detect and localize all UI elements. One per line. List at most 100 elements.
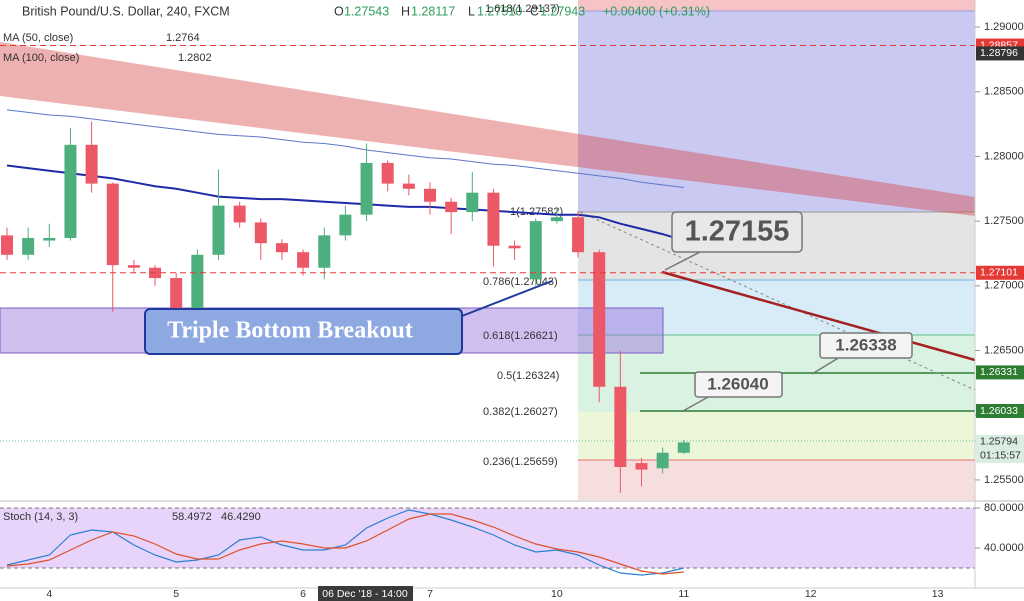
candle-body bbox=[572, 217, 585, 253]
candle-body bbox=[85, 144, 98, 184]
price-tag-label: 1.25794 bbox=[980, 436, 1018, 448]
candle-body bbox=[677, 442, 690, 453]
candle-body bbox=[275, 243, 288, 253]
stoch-legend-value: 58.4972 bbox=[172, 511, 212, 523]
y-tick-label: 1.28000 bbox=[984, 150, 1024, 162]
candle-body bbox=[339, 214, 352, 236]
callout-text: Triple Bottom Breakout bbox=[167, 318, 413, 344]
fib-label: 0.5(1.26324) bbox=[497, 370, 559, 382]
candle-body bbox=[402, 183, 415, 189]
change: +0.00400 (+0.31%) bbox=[603, 4, 710, 18]
ohlc-key: C bbox=[530, 4, 539, 18]
candle-body bbox=[593, 252, 606, 387]
y-tick-label: 1.27500 bbox=[984, 215, 1024, 227]
x-tick-label: 5 bbox=[173, 588, 179, 600]
fib-label: 0.382(1.26027) bbox=[483, 406, 558, 418]
ma-legend-value: 1.2802 bbox=[178, 52, 212, 64]
callout-pointer bbox=[664, 251, 701, 271]
symbol-title: British Pound/U.S. Dollar, 240, FXCM bbox=[22, 4, 230, 18]
ohlc-value: 1.27943 bbox=[540, 4, 585, 18]
time-tag bbox=[318, 586, 413, 601]
callout-box bbox=[144, 308, 463, 355]
fib-label: 0.786(1.27043) bbox=[483, 276, 558, 288]
candle-body bbox=[614, 386, 627, 468]
candle-body bbox=[43, 237, 56, 241]
ma-legend: MA (50, close) bbox=[3, 32, 73, 44]
stoch-legend-value: 46.4290 bbox=[221, 511, 261, 523]
callout-pointer bbox=[811, 356, 841, 375]
candle-body bbox=[106, 183, 119, 266]
ohlc-value: 1.27510 bbox=[477, 4, 522, 18]
price-tag bbox=[976, 365, 1024, 380]
x-tick-label: 10 bbox=[551, 588, 563, 600]
price-tag-label: 1.26331 bbox=[980, 366, 1018, 378]
callout-text: 1.27155 bbox=[685, 216, 790, 248]
stoch-plot bbox=[6, 509, 684, 576]
callout-box bbox=[671, 211, 803, 253]
x-tick-label: 12 bbox=[805, 588, 817, 600]
callout-box bbox=[694, 371, 783, 398]
ma-legend: MA (100, close) bbox=[3, 52, 79, 64]
fib-zone bbox=[578, 11, 975, 212]
stoch-band bbox=[0, 508, 975, 568]
candle-body bbox=[170, 278, 183, 311]
y-tick-label: 1.28500 bbox=[984, 86, 1024, 98]
callout-pointer bbox=[461, 280, 553, 317]
price-tag bbox=[976, 46, 1024, 61]
fib-label: 0.236(1.25659) bbox=[483, 456, 558, 468]
fib-label: 1.618(1.29137) bbox=[485, 3, 560, 15]
ma-line bbox=[6, 164, 685, 242]
y-tick-label: 40.0000 bbox=[984, 542, 1024, 554]
price-tag bbox=[976, 265, 1024, 280]
candle-body bbox=[487, 192, 500, 246]
callout-box bbox=[819, 332, 913, 359]
candle-body bbox=[360, 162, 373, 215]
ohlc-key: L bbox=[468, 4, 475, 18]
callout-text: 1.26040 bbox=[707, 374, 768, 393]
x-tick-label: 13 bbox=[932, 588, 944, 600]
price-tag-label: 1.28796 bbox=[980, 47, 1018, 59]
countdown: 01:15:57 bbox=[980, 450, 1021, 462]
ma-legend-value: 1.2764 bbox=[166, 32, 200, 44]
countdown-tag bbox=[976, 448, 1024, 463]
x-tick-label: 6 bbox=[300, 588, 306, 600]
y-tick-label: 80.0000 bbox=[984, 502, 1024, 514]
callout-text: 1.26338 bbox=[835, 335, 896, 354]
trend-line bbox=[579, 211, 976, 391]
fib-label: 0.618(1.26621) bbox=[483, 330, 558, 342]
candle-body bbox=[22, 237, 35, 255]
candle-body bbox=[191, 254, 204, 311]
price-tag-label: 1.27101 bbox=[980, 267, 1018, 279]
candle-body bbox=[254, 222, 267, 244]
fib-zone bbox=[578, 412, 975, 460]
candle-body bbox=[297, 252, 310, 268]
ohlc-key: H bbox=[401, 4, 410, 18]
ohlc-key: O bbox=[334, 4, 344, 18]
candle-body bbox=[318, 235, 331, 268]
stoch-title: Stoch (14, 3, 3) bbox=[3, 511, 78, 523]
candle-body bbox=[1, 235, 13, 255]
trend-line bbox=[661, 270, 976, 362]
candle-body bbox=[424, 188, 436, 202]
price-tag bbox=[976, 403, 1024, 418]
price-tag-label: 1.26033 bbox=[980, 405, 1018, 417]
time-tag-text: 06 Dec '18 - 14:00 bbox=[322, 588, 408, 600]
candle-body bbox=[127, 265, 140, 268]
candle-body bbox=[212, 205, 225, 255]
y-tick-label: 1.25500 bbox=[984, 474, 1024, 486]
y-tick-label: 1.27000 bbox=[984, 280, 1024, 292]
ohlc-value: 1.28117 bbox=[411, 4, 455, 18]
candle-body bbox=[656, 452, 669, 469]
ohlc-value: 1.27543 bbox=[344, 4, 389, 18]
x-tick-label: 7 bbox=[427, 588, 433, 600]
y-tick-label: 1.29000 bbox=[984, 21, 1024, 33]
y-tick-label: 1.26500 bbox=[984, 344, 1024, 356]
candle-body bbox=[64, 144, 77, 238]
ma-line bbox=[6, 109, 684, 188]
trend-channel bbox=[0, 42, 975, 216]
x-tick-label: 4 bbox=[46, 588, 52, 600]
candle-body bbox=[381, 162, 394, 184]
candle-body bbox=[233, 205, 246, 223]
header-bg bbox=[0, 0, 578, 21]
